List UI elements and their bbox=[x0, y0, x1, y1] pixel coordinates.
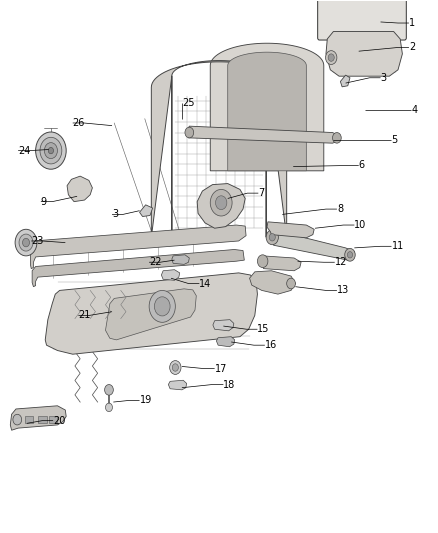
Text: 8: 8 bbox=[337, 204, 343, 214]
Bar bbox=[25, 416, 33, 423]
Circle shape bbox=[258, 255, 268, 268]
Polygon shape bbox=[250, 271, 295, 294]
Polygon shape bbox=[106, 289, 196, 340]
Circle shape bbox=[266, 230, 279, 245]
Polygon shape bbox=[271, 230, 354, 260]
Circle shape bbox=[210, 189, 232, 216]
Circle shape bbox=[40, 138, 62, 164]
Circle shape bbox=[172, 364, 178, 371]
Polygon shape bbox=[11, 406, 66, 430]
Text: 13: 13 bbox=[337, 286, 349, 295]
Polygon shape bbox=[197, 183, 245, 228]
Text: 16: 16 bbox=[265, 340, 277, 350]
Polygon shape bbox=[151, 61, 287, 237]
Circle shape bbox=[35, 132, 66, 169]
Polygon shape bbox=[32, 249, 244, 287]
Text: 26: 26 bbox=[73, 118, 85, 128]
Circle shape bbox=[149, 290, 175, 322]
Circle shape bbox=[105, 384, 113, 395]
Text: 7: 7 bbox=[258, 188, 265, 198]
Circle shape bbox=[106, 403, 113, 411]
Text: 2: 2 bbox=[409, 43, 415, 52]
Polygon shape bbox=[228, 52, 306, 171]
Circle shape bbox=[347, 252, 353, 258]
Circle shape bbox=[44, 143, 57, 159]
Polygon shape bbox=[168, 380, 187, 390]
Polygon shape bbox=[216, 337, 235, 347]
Polygon shape bbox=[161, 270, 180, 280]
Circle shape bbox=[325, 51, 337, 64]
Text: 15: 15 bbox=[258, 324, 270, 334]
Text: 5: 5 bbox=[392, 135, 398, 145]
Circle shape bbox=[154, 297, 170, 316]
Polygon shape bbox=[267, 222, 314, 238]
Polygon shape bbox=[210, 43, 324, 171]
Text: 1: 1 bbox=[409, 18, 415, 28]
Circle shape bbox=[269, 233, 276, 241]
Text: 23: 23 bbox=[31, 236, 44, 246]
Circle shape bbox=[19, 234, 33, 251]
Circle shape bbox=[170, 361, 181, 374]
Circle shape bbox=[185, 127, 194, 138]
Polygon shape bbox=[140, 205, 152, 216]
Text: 6: 6 bbox=[359, 160, 365, 171]
Text: 19: 19 bbox=[140, 395, 152, 406]
Text: 24: 24 bbox=[18, 146, 31, 156]
Circle shape bbox=[287, 278, 295, 289]
Polygon shape bbox=[30, 225, 246, 269]
Polygon shape bbox=[340, 75, 350, 87]
Circle shape bbox=[328, 54, 334, 61]
Polygon shape bbox=[187, 126, 340, 143]
Bar bbox=[38, 416, 46, 423]
Text: 14: 14 bbox=[199, 279, 212, 288]
Circle shape bbox=[345, 248, 355, 261]
Polygon shape bbox=[67, 176, 92, 201]
Text: 17: 17 bbox=[215, 364, 227, 374]
Circle shape bbox=[13, 414, 21, 425]
Circle shape bbox=[15, 229, 37, 256]
Bar bbox=[49, 416, 57, 423]
Text: 18: 18 bbox=[223, 379, 236, 390]
Text: 10: 10 bbox=[354, 220, 367, 230]
FancyBboxPatch shape bbox=[318, 0, 406, 40]
Text: 22: 22 bbox=[149, 257, 162, 267]
Circle shape bbox=[332, 133, 341, 143]
Text: 11: 11 bbox=[392, 241, 404, 251]
Text: 12: 12 bbox=[335, 257, 347, 267]
Text: 3: 3 bbox=[112, 209, 118, 220]
Text: 3: 3 bbox=[381, 73, 387, 83]
Text: 21: 21 bbox=[78, 310, 91, 320]
Circle shape bbox=[22, 238, 29, 247]
Polygon shape bbox=[45, 273, 258, 354]
Circle shape bbox=[48, 148, 53, 154]
Polygon shape bbox=[261, 256, 301, 271]
Text: 20: 20 bbox=[53, 416, 65, 426]
Polygon shape bbox=[326, 31, 403, 76]
Polygon shape bbox=[213, 320, 234, 331]
Text: 4: 4 bbox=[411, 104, 417, 115]
Text: 9: 9 bbox=[41, 197, 47, 207]
Circle shape bbox=[215, 196, 227, 209]
Polygon shape bbox=[172, 255, 189, 264]
Text: 25: 25 bbox=[182, 98, 194, 108]
